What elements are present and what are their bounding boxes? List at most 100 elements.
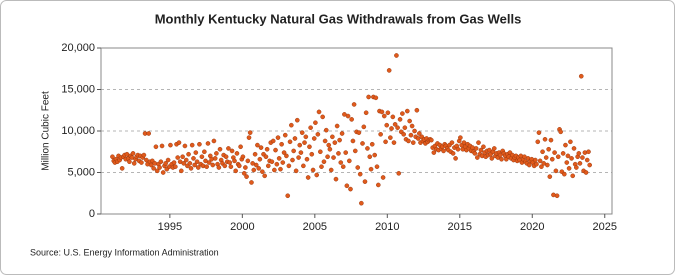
data-point <box>552 150 557 155</box>
data-point <box>333 176 339 182</box>
data-point <box>294 117 300 123</box>
data-point <box>449 140 455 145</box>
data-point <box>417 131 422 136</box>
data-point <box>179 168 184 174</box>
data-point <box>336 151 341 156</box>
data-point <box>299 130 305 135</box>
data-point <box>372 152 377 158</box>
data-point <box>181 161 187 166</box>
data-point <box>195 165 201 170</box>
x-tick-label: 2015 <box>448 221 472 233</box>
y-tick-label: 20,000 <box>61 42 95 54</box>
data-point <box>397 117 403 122</box>
data-point <box>374 164 380 169</box>
data-point <box>163 161 168 166</box>
data-point <box>368 166 374 172</box>
x-tick-label: 2000 <box>230 221 254 233</box>
data-point <box>297 142 303 148</box>
data-point <box>258 145 264 150</box>
data-point <box>366 94 371 100</box>
data-point <box>547 174 553 179</box>
data-point <box>322 138 328 144</box>
data-point <box>542 136 548 142</box>
data-point <box>313 120 318 125</box>
data-point <box>285 193 291 199</box>
data-point <box>476 140 481 145</box>
data-point <box>360 141 365 146</box>
data-point <box>275 135 281 140</box>
data-point <box>331 155 336 160</box>
data-point <box>570 173 576 179</box>
data-point <box>245 158 251 164</box>
data-point <box>394 53 399 58</box>
data-point <box>168 142 173 148</box>
data-point <box>272 167 277 173</box>
data-point <box>315 132 321 137</box>
data-point <box>540 149 545 155</box>
data-point <box>330 134 335 140</box>
y-axis-label: Million Cubic Feet <box>41 91 52 171</box>
data-point <box>548 137 554 143</box>
data-point <box>157 165 162 170</box>
data-point <box>241 171 247 176</box>
data-point <box>563 142 568 148</box>
y-tick-label: 15,000 <box>61 83 95 95</box>
data-point <box>110 154 115 160</box>
data-point <box>202 149 207 155</box>
data-point <box>359 200 364 206</box>
data-point <box>564 160 570 165</box>
data-point <box>376 182 381 188</box>
data-point <box>395 125 400 130</box>
data-point <box>243 165 248 170</box>
data-point <box>262 173 267 179</box>
data-point <box>309 151 315 157</box>
data-point <box>381 113 387 119</box>
data-point <box>392 122 398 127</box>
data-point <box>383 139 388 145</box>
data-point <box>251 167 257 173</box>
data-point <box>223 154 229 160</box>
data-point <box>410 140 416 145</box>
y-tick-label: 10,000 <box>61 125 95 137</box>
data-point <box>400 111 405 116</box>
data-point <box>356 130 362 135</box>
data-point <box>232 158 237 164</box>
data-point <box>537 158 543 164</box>
data-point <box>362 179 368 184</box>
data-point <box>298 150 304 155</box>
data-point <box>320 114 325 120</box>
data-point <box>154 168 160 174</box>
data-point <box>303 134 309 140</box>
data-point <box>197 141 202 147</box>
x-tick-label: 2025 <box>593 221 617 233</box>
data-point <box>228 164 234 169</box>
data-point <box>189 142 195 148</box>
data-point <box>536 130 542 135</box>
x-tick-label: 2005 <box>303 221 327 233</box>
data-point <box>578 73 584 79</box>
data-point <box>587 162 592 168</box>
data-point <box>321 159 327 165</box>
data-point <box>191 156 196 161</box>
data-point <box>119 166 125 171</box>
data-point <box>205 141 211 146</box>
data-point <box>307 144 312 150</box>
data-point <box>327 146 333 152</box>
data-point <box>481 144 486 150</box>
data-point <box>217 146 223 152</box>
source-note: Source: U.S. Energy Information Administ… <box>30 247 219 257</box>
data-point <box>244 174 249 179</box>
data-point <box>159 143 165 149</box>
data-point <box>549 156 555 162</box>
data-point <box>431 150 437 155</box>
data-point <box>344 183 350 189</box>
data-point <box>187 161 193 166</box>
data-point <box>212 156 218 161</box>
data-point <box>284 153 289 159</box>
data-point <box>555 154 561 160</box>
data-point <box>441 148 446 154</box>
data-point <box>334 123 340 129</box>
data-point <box>472 151 478 156</box>
data-point <box>183 157 189 163</box>
data-point <box>153 144 159 150</box>
